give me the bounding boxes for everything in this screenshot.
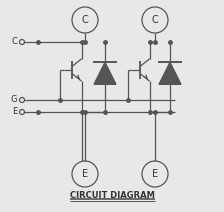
- Text: E: E: [12, 107, 17, 117]
- Text: C: C: [82, 15, 88, 25]
- Text: C: C: [11, 38, 17, 46]
- Circle shape: [19, 110, 24, 114]
- Text: CIRCUIT DIAGRAM: CIRCUIT DIAGRAM: [70, 191, 154, 199]
- Text: E: E: [82, 169, 88, 179]
- Polygon shape: [94, 62, 116, 84]
- Circle shape: [19, 98, 24, 102]
- Circle shape: [19, 39, 24, 45]
- Polygon shape: [159, 62, 181, 84]
- Text: E: E: [152, 169, 158, 179]
- Text: G: G: [11, 95, 17, 105]
- Text: C: C: [152, 15, 158, 25]
